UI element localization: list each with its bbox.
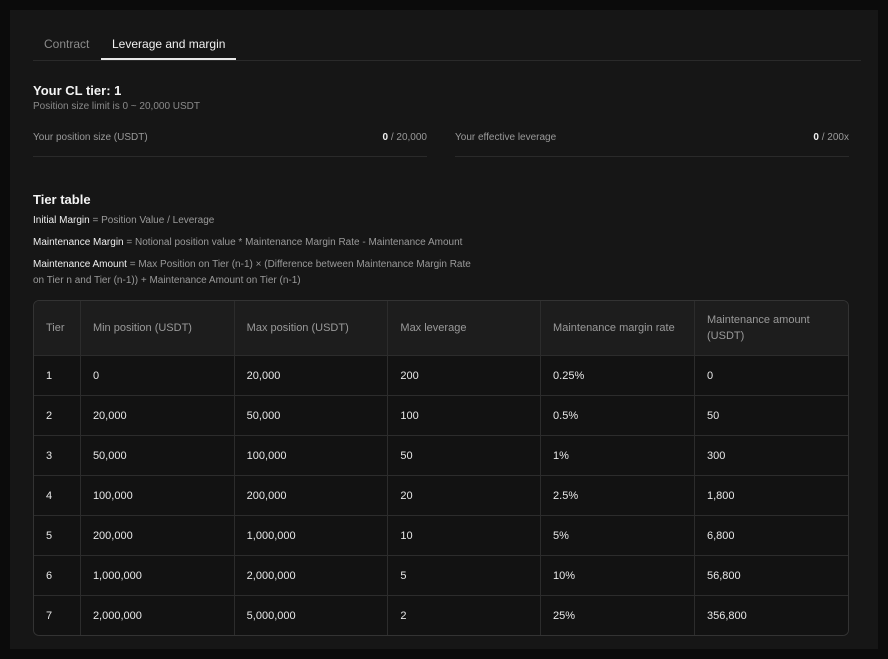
stat-value: 0 / 20,000 bbox=[383, 132, 428, 143]
column-header: Tier bbox=[34, 301, 80, 355]
table-cell: 10% bbox=[540, 555, 694, 595]
table-cell: 1,800 bbox=[694, 475, 848, 515]
table-cell: 200,000 bbox=[79, 515, 234, 555]
table-cell: 25% bbox=[540, 595, 694, 635]
header-row: Tier Min position (USDT) Max position (USD… bbox=[34, 301, 848, 355]
table-row: 3 50,000 100,000 50 1% 300 bbox=[34, 435, 848, 475]
term: Maintenance Margin bbox=[33, 237, 124, 248]
table-cell: 50 bbox=[387, 435, 541, 475]
table-cell: 20,000 bbox=[79, 395, 234, 435]
table-cell: 5,000,000 bbox=[233, 595, 388, 635]
table-cell: 100,000 bbox=[233, 435, 388, 475]
stat-label: Your position size (USDT) bbox=[33, 132, 148, 143]
table-row: 4 100,000 200,000 20 2.5% 1,800 bbox=[34, 475, 848, 515]
table-cell: 20,000 bbox=[233, 355, 388, 395]
table-cell: 5% bbox=[540, 515, 694, 555]
table-row: 5 200,000 1,000,000 10 5% 6,800 bbox=[34, 515, 848, 555]
table-cell: 3 bbox=[34, 435, 80, 475]
table-cell: 6,800 bbox=[694, 515, 848, 555]
table-row: 7 2,000,000 5,000,000 2 25% 356,800 bbox=[34, 595, 848, 635]
tier-table: Tier Min position (USDT) Max position (USD… bbox=[33, 300, 849, 636]
formula-text: = Position Value / Leverage bbox=[92, 215, 215, 226]
column-header: Maintenance amount (USDT) bbox=[694, 301, 848, 355]
table-cell: 2.5% bbox=[540, 475, 694, 515]
panel: Contract Leverage and margin Your CL tie… bbox=[10, 10, 878, 649]
formula: Maintenance Margin = Notional position v… bbox=[33, 235, 473, 251]
table-cell: 1,000,000 bbox=[233, 515, 388, 555]
table-cell: 0.5% bbox=[540, 395, 694, 435]
table-body: 1 0 20,000 200 0.25% 0 2 20,000 50,000 100 0.5% 50 3… bbox=[34, 355, 848, 635]
column-header: Maintenance margin rate bbox=[540, 301, 694, 355]
table-cell: 4 bbox=[34, 475, 80, 515]
table-cell: 200,000 bbox=[233, 475, 388, 515]
table-cell: 0 bbox=[694, 355, 848, 395]
table-cell: 2 bbox=[387, 595, 541, 635]
table-cell: 0.25% bbox=[540, 355, 694, 395]
tier-subtitle: Position size limit is 0 ~ 20,000 USDT bbox=[33, 101, 201, 112]
table-cell: 20 bbox=[387, 475, 541, 515]
table-cell: 2,000,000 bbox=[79, 595, 234, 635]
column-header: Max position (USDT) bbox=[233, 301, 388, 355]
table-cell: 1,000,000 bbox=[79, 555, 234, 595]
table-title: Tier table bbox=[33, 192, 91, 207]
limit: / 20,000 bbox=[390, 132, 427, 143]
limit: / 200x bbox=[821, 132, 849, 143]
formula: Maintenance Amount = Max Position on Tie… bbox=[33, 257, 473, 289]
value: 0 bbox=[813, 132, 819, 143]
tab[interactable]: Contract bbox=[44, 37, 90, 51]
table-cell: 50,000 bbox=[233, 395, 388, 435]
table-cell: 50 bbox=[694, 395, 848, 435]
table-row: 6 1,000,000 2,000,000 5 10% 56,800 bbox=[34, 555, 848, 595]
table-cell: 356,800 bbox=[694, 595, 848, 635]
table-cell: 200 bbox=[387, 355, 541, 395]
stat-value: 0 / 200x bbox=[813, 132, 849, 143]
table-cell: 100,000 bbox=[79, 475, 234, 515]
table-row: 2 20,000 50,000 100 0.5% 50 bbox=[34, 395, 848, 435]
table-cell: 6 bbox=[34, 555, 80, 595]
value: 0 bbox=[382, 132, 389, 143]
column-header: Max leverage bbox=[387, 301, 541, 355]
tier-title: Your CL tier: 1 bbox=[33, 83, 122, 98]
tabs: Contract Leverage and margin bbox=[33, 10, 861, 61]
stat: Your effective leverage 0 / 200x bbox=[455, 132, 849, 157]
formula-text: = Max Position on Tier (n-1) × (Differen… bbox=[33, 259, 471, 286]
table-cell: 7 bbox=[34, 595, 80, 635]
stat-label: Your effective leverage bbox=[455, 132, 557, 143]
table-cell: 5 bbox=[34, 515, 80, 555]
table-cell: 2 bbox=[34, 395, 80, 435]
table-cell: 0 bbox=[79, 355, 234, 395]
term: Initial Margin bbox=[33, 215, 90, 226]
table-cell: 56,800 bbox=[694, 555, 848, 595]
formula-text: = Notional position value * Maintenance … bbox=[126, 237, 463, 248]
stat: Your position size (USDT) 0 / 20,000 bbox=[33, 132, 427, 157]
table-cell: 100 bbox=[387, 395, 541, 435]
column-header: Min position (USDT) bbox=[79, 301, 234, 355]
table-cell: 1 bbox=[34, 355, 80, 395]
formula: Initial Margin = Position Value / Levera… bbox=[33, 213, 473, 229]
term: Maintenance Amount bbox=[33, 259, 127, 270]
table-cell: 50,000 bbox=[79, 435, 234, 475]
table-row: 1 0 20,000 200 0.25% 0 bbox=[34, 355, 848, 395]
tab-active[interactable]: Leverage and margin bbox=[100, 37, 237, 60]
table-cell: 10 bbox=[387, 515, 541, 555]
table-cell: 1% bbox=[540, 435, 694, 475]
table-cell: 5 bbox=[387, 555, 541, 595]
table-cell: 2,000,000 bbox=[233, 555, 388, 595]
table-cell: 300 bbox=[694, 435, 848, 475]
